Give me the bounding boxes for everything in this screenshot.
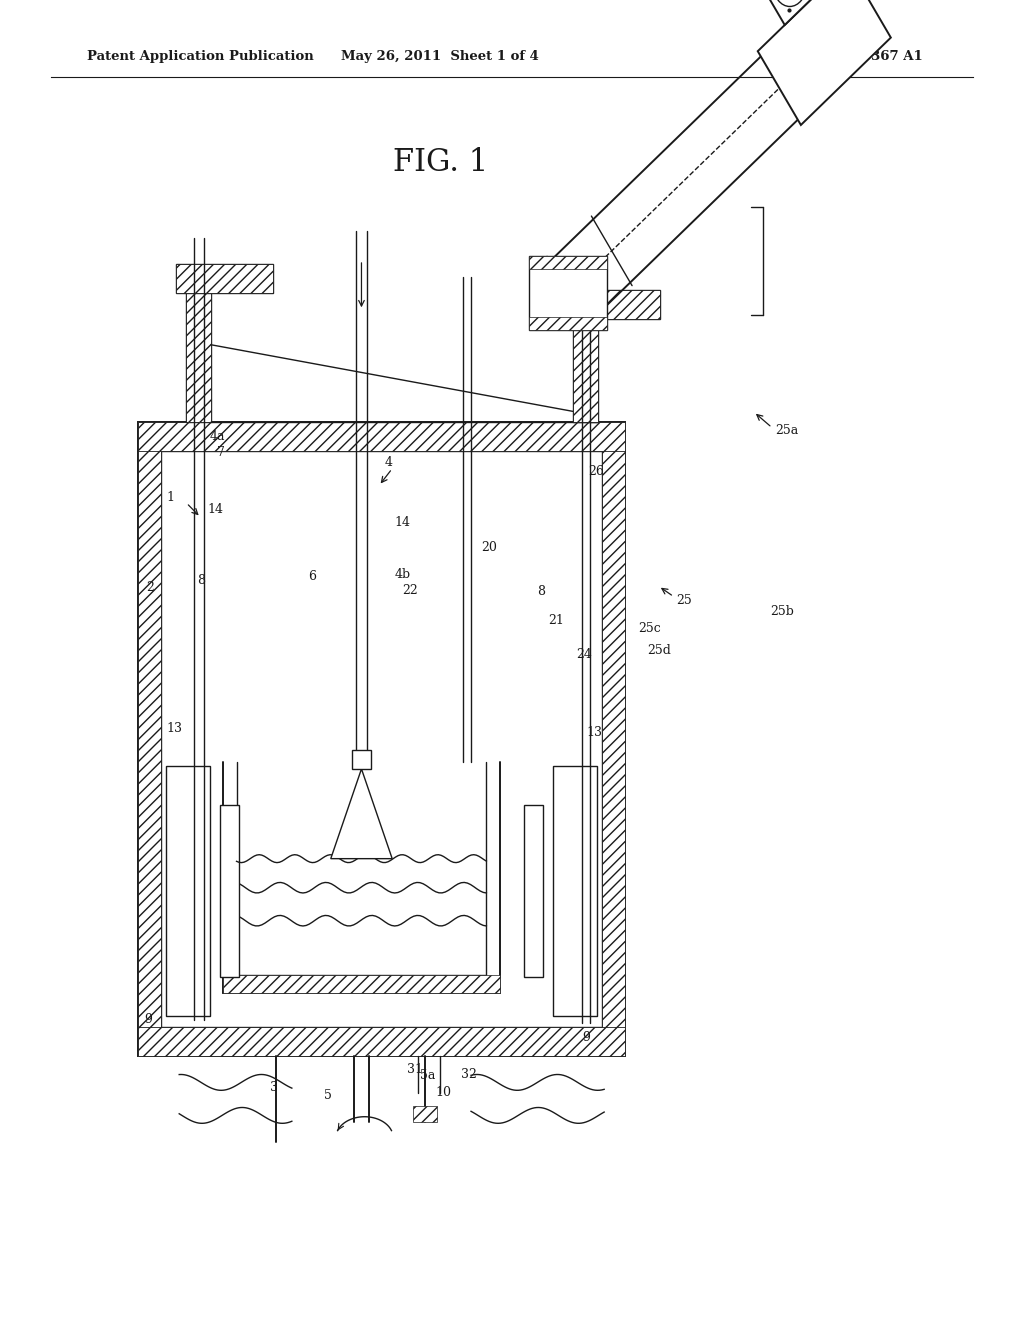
Bar [161,451,602,1027]
Bar [553,766,597,1016]
Text: 4b: 4b [394,568,411,581]
Text: 26: 26 [588,465,604,478]
Text: 2: 2 [145,581,154,594]
Bar [138,422,625,451]
Text: 32: 32 [461,1068,477,1081]
Text: 31: 31 [407,1063,423,1076]
Bar [166,766,210,1016]
Text: 1: 1 [166,491,174,504]
Bar [166,766,210,1016]
Text: 14: 14 [207,503,223,516]
Text: May 26, 2011  Sheet 1 of 4: May 26, 2011 Sheet 1 of 4 [341,50,540,63]
Text: US 2011/0120367 A1: US 2011/0120367 A1 [767,50,923,63]
Text: 22: 22 [402,583,418,597]
Bar [186,293,211,422]
Text: 3: 3 [270,1081,279,1094]
Text: 5a: 5a [420,1069,436,1082]
Bar [529,256,607,330]
Text: 4: 4 [385,455,393,469]
Bar [529,256,607,269]
Text: 9: 9 [144,1012,153,1026]
Text: 25d: 25d [647,644,671,657]
Text: 21: 21 [548,614,564,627]
Text: 25b: 25b [770,605,794,618]
Text: 25: 25 [676,594,691,607]
Bar [524,805,543,977]
Text: 25a: 25a [775,424,799,437]
Text: 14: 14 [394,516,411,529]
Bar [602,422,625,1056]
Bar [529,317,607,330]
Text: 13: 13 [587,726,603,739]
Text: 10: 10 [435,1086,452,1100]
Text: 7: 7 [217,446,225,459]
Bar [176,264,273,293]
Text: 4a: 4a [210,430,225,444]
Text: 25c: 25c [638,622,660,635]
Polygon shape [331,768,392,859]
Text: 13: 13 [166,722,182,735]
Text: 8: 8 [197,574,205,587]
Bar [553,766,597,1016]
Bar [186,293,211,422]
Polygon shape [758,0,891,125]
Text: 20: 20 [481,541,498,554]
Bar [220,805,239,977]
Bar [413,1106,437,1122]
Bar [553,290,660,319]
Bar [573,319,598,422]
Text: 24: 24 [577,648,593,661]
Bar [573,319,598,422]
Bar [553,290,660,319]
Text: Patent Application Publication: Patent Application Publication [87,50,313,63]
Text: 8: 8 [538,585,546,598]
Bar [352,750,371,768]
Bar [138,422,625,1056]
Bar [138,1027,625,1056]
Polygon shape [759,0,820,25]
Text: 5: 5 [324,1089,332,1102]
Bar [138,422,161,1056]
Text: 9: 9 [582,1031,590,1044]
Bar [223,975,500,993]
Bar [176,264,273,293]
Text: 6: 6 [308,570,316,583]
Text: FIG. 1: FIG. 1 [392,147,488,178]
